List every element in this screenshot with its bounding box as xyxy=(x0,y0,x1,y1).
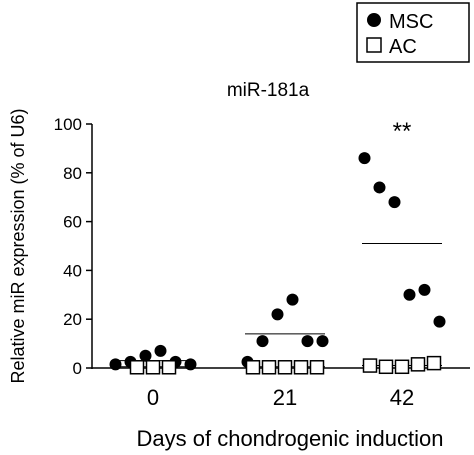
point-msc xyxy=(256,335,269,348)
point-ac xyxy=(378,359,394,375)
y-tick-label: 100 xyxy=(54,115,82,134)
point-ac xyxy=(394,359,410,375)
y-tick-label: 0 xyxy=(73,359,82,378)
legend-msc-marker xyxy=(367,13,381,27)
point-msc xyxy=(139,349,152,362)
point-msc xyxy=(358,152,371,165)
point-msc xyxy=(403,288,416,301)
y-tick-label: 40 xyxy=(63,261,82,280)
point-msc xyxy=(373,181,386,194)
y-tick-label: 80 xyxy=(63,164,82,183)
point-ac xyxy=(129,360,145,375)
point-ac xyxy=(261,360,277,375)
x-axis-label: Days of chondrogenic induction xyxy=(137,426,444,451)
legend: MSC AC xyxy=(356,2,470,63)
y-tick-label: 20 xyxy=(63,310,82,329)
point-ac xyxy=(362,358,378,373)
legend-msc-label: MSC xyxy=(389,11,433,33)
y-tick-label: 60 xyxy=(63,213,82,232)
significance-annotation: ** xyxy=(393,118,412,145)
point-msc xyxy=(109,358,122,371)
point-msc xyxy=(301,335,314,348)
point-ac xyxy=(293,360,309,375)
point-ac xyxy=(309,360,325,375)
x-tick-label: 0 xyxy=(147,385,159,410)
point-msc xyxy=(154,344,167,357)
point-msc xyxy=(184,358,197,371)
x-tick-label: 42 xyxy=(390,385,414,410)
point-msc xyxy=(388,196,401,209)
point-ac xyxy=(161,360,177,375)
point-ac xyxy=(145,360,161,375)
point-msc xyxy=(433,315,446,328)
y-axis-label: Relative miR expression (% of U6) xyxy=(8,108,28,383)
data-points xyxy=(109,152,446,375)
point-ac xyxy=(277,360,293,375)
legend-ac-label: AC xyxy=(389,36,417,58)
chart-title: miR-181a xyxy=(227,80,310,101)
point-msc xyxy=(271,308,284,321)
point-msc xyxy=(316,335,329,348)
x-tick-label: 21 xyxy=(273,385,297,410)
point-ac xyxy=(410,357,426,372)
point-ac xyxy=(426,355,442,371)
point-ac xyxy=(245,360,261,375)
point-msc xyxy=(286,293,299,306)
legend-ac-marker xyxy=(366,37,382,53)
point-msc xyxy=(418,283,431,296)
